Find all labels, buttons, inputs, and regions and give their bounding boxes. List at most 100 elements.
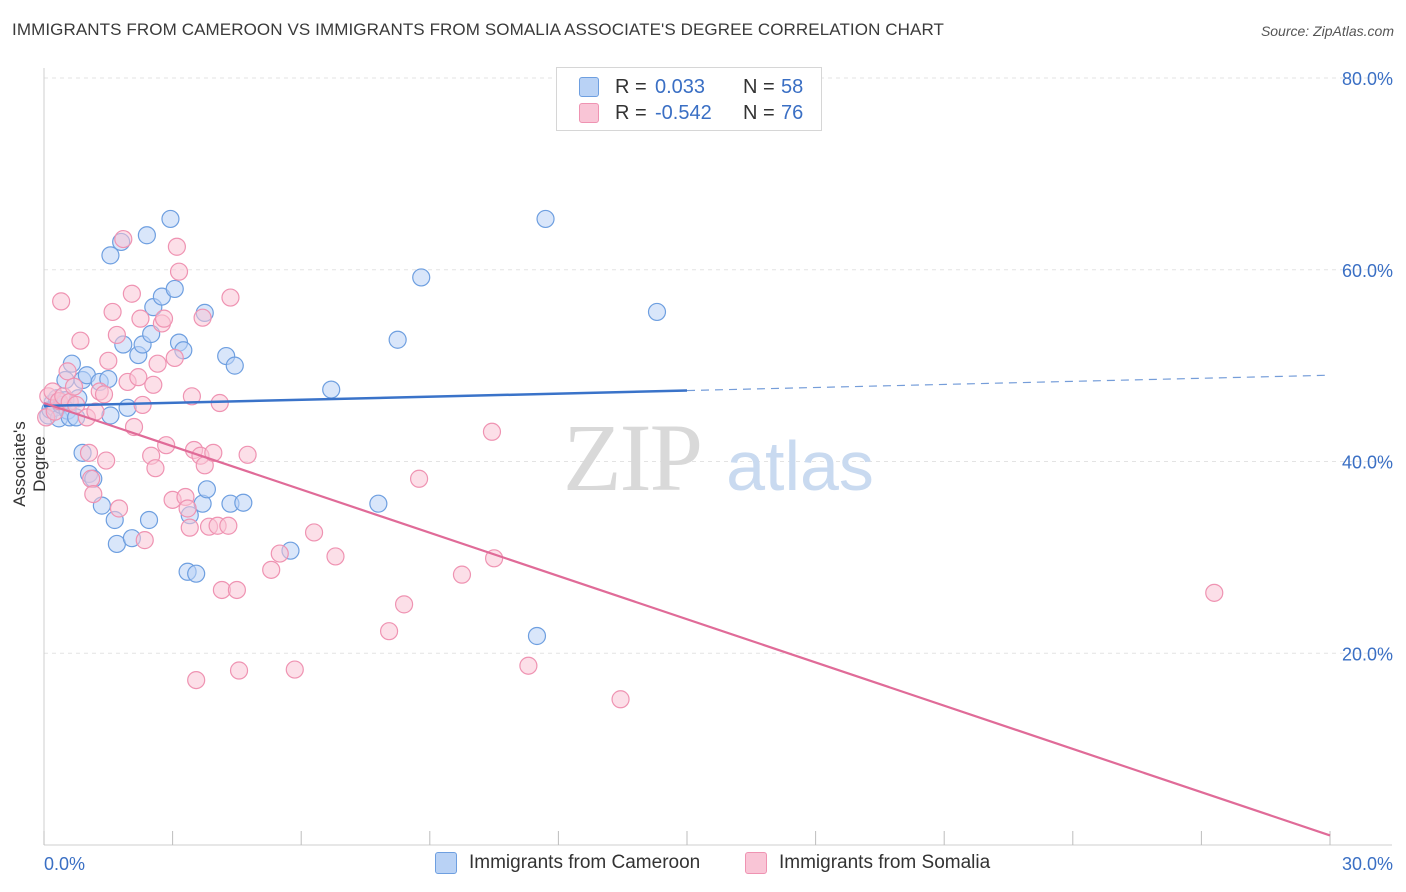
somalia-point	[109, 499, 129, 518]
somalia-point	[169, 262, 189, 281]
y-tick-label: 40.0%	[1342, 453, 1393, 473]
cameroon-point	[139, 510, 159, 530]
tick-labels: 20.0% 40.0% 60.0% 80.0% 0.0% 30.0%	[44, 69, 1393, 874]
somalia-point	[182, 387, 201, 406]
watermark-zip: ZIP	[563, 404, 701, 511]
cameroon-point	[101, 246, 120, 265]
cameroon-point	[527, 626, 547, 646]
y-tick-label: 60.0%	[1342, 261, 1393, 281]
grid-lines	[44, 77, 1392, 654]
source-credit: Source: ZipAtlas.com	[1260, 23, 1394, 39]
r-label: R =	[615, 75, 647, 98]
r-value: -0.542	[655, 101, 712, 124]
somalia-point	[84, 484, 103, 504]
somalia-point	[238, 445, 257, 464]
somalia-point	[178, 499, 197, 518]
cameroon-point	[137, 226, 156, 245]
cameroon-point	[197, 480, 216, 499]
y-tick-label: 80.0%	[1342, 69, 1393, 89]
x-tick-label: 0.0%	[44, 854, 85, 874]
cameroon-point	[322, 380, 341, 399]
r-label: R =	[615, 101, 647, 124]
stats-legend: R = 0.033 N = 58 R = -0.542 N = 76	[556, 67, 822, 131]
cameroon-legend-swatch	[435, 852, 457, 874]
cameroon-trend-extension	[686, 374, 1331, 392]
somalia-point	[129, 368, 148, 387]
legend-item-somalia[interactable]: Immigrants from Somalia	[745, 852, 990, 874]
cameroon-swatch	[579, 77, 599, 97]
somalia-trend-line	[43, 401, 1331, 837]
cameroon-point	[187, 564, 206, 583]
cameroon-point	[225, 356, 244, 375]
cameroon-point	[369, 494, 388, 513]
cameroon-point	[388, 330, 407, 349]
somalia-point	[1205, 583, 1224, 602]
somalia-point	[97, 451, 116, 470]
somalia-point	[187, 670, 206, 690]
n-value: 76	[781, 101, 804, 124]
somalia-point	[122, 284, 141, 303]
somalia-point	[135, 531, 154, 550]
cameroon-point	[118, 398, 137, 417]
somalia-point	[82, 469, 101, 488]
cameroon-point	[101, 406, 120, 425]
n-label: N =	[743, 101, 775, 124]
somalia-point	[219, 516, 238, 535]
somalia-point	[94, 385, 114, 404]
somalia-point	[379, 622, 399, 641]
somalia-point	[114, 229, 133, 249]
trend-lines	[43, 374, 1331, 837]
somalia-point	[180, 518, 199, 537]
somalia-legend-swatch	[745, 852, 767, 874]
somalia-point	[154, 309, 174, 328]
n-value: 58	[781, 75, 804, 98]
somalia-point	[326, 547, 345, 566]
somalia-point	[99, 351, 118, 370]
somalia-point	[165, 348, 184, 368]
somalia-point	[519, 656, 538, 675]
somalia-point	[304, 523, 324, 542]
cameroon-trend-line	[43, 389, 688, 408]
somalia-swatch	[579, 103, 599, 123]
somalia-point	[144, 375, 163, 394]
somalia-point	[103, 302, 122, 322]
somalia-legend-label: Immigrants from Somalia	[779, 852, 991, 873]
somalia-point	[227, 580, 246, 600]
axes	[43, 68, 1392, 846]
legend-item-cameroon[interactable]: Immigrants from Cameroon	[435, 852, 700, 874]
somalia-point	[193, 308, 212, 327]
cameroon-point	[536, 209, 555, 229]
somalia-point	[394, 595, 414, 614]
y-tick-label: 20.0%	[1342, 644, 1393, 664]
somalia-point	[52, 292, 71, 311]
somalia-point	[133, 395, 152, 415]
cameroon-point	[161, 209, 180, 229]
chart-title: IMMIGRANTS FROM CAMEROON VS IMMIGRANTS F…	[12, 20, 945, 39]
y-axis-label: Associate's Degree	[10, 421, 49, 507]
legend-row-cameroon: R = 0.033 N = 58	[579, 75, 803, 99]
cameroon-point	[234, 493, 253, 512]
somalia-point	[71, 331, 90, 350]
somalia-point	[146, 459, 165, 478]
somalia-point	[409, 469, 429, 488]
somalia-point	[131, 309, 150, 328]
cameroon-point	[647, 302, 667, 322]
somalia-point	[107, 325, 126, 345]
somalia-point	[58, 362, 77, 381]
somalia-point	[204, 443, 223, 462]
cameroon-legend-label: Immigrants from Cameroon	[469, 852, 701, 873]
x-tick-label: 30.0%	[1342, 854, 1393, 874]
somalia-point	[285, 660, 304, 679]
cameroon-point	[165, 279, 184, 299]
somalia-point	[452, 565, 472, 584]
somalia-point	[270, 544, 289, 563]
somalia-point	[229, 661, 249, 680]
somalia-point	[167, 237, 186, 256]
cameroon-point	[412, 268, 431, 287]
watermark: ZIP atlas	[563, 404, 874, 511]
somalia-point	[148, 354, 167, 373]
somalia-point	[482, 422, 502, 441]
somalia-point	[611, 690, 630, 709]
r-value: 0.033	[655, 75, 706, 98]
somalia-point	[64, 377, 84, 396]
